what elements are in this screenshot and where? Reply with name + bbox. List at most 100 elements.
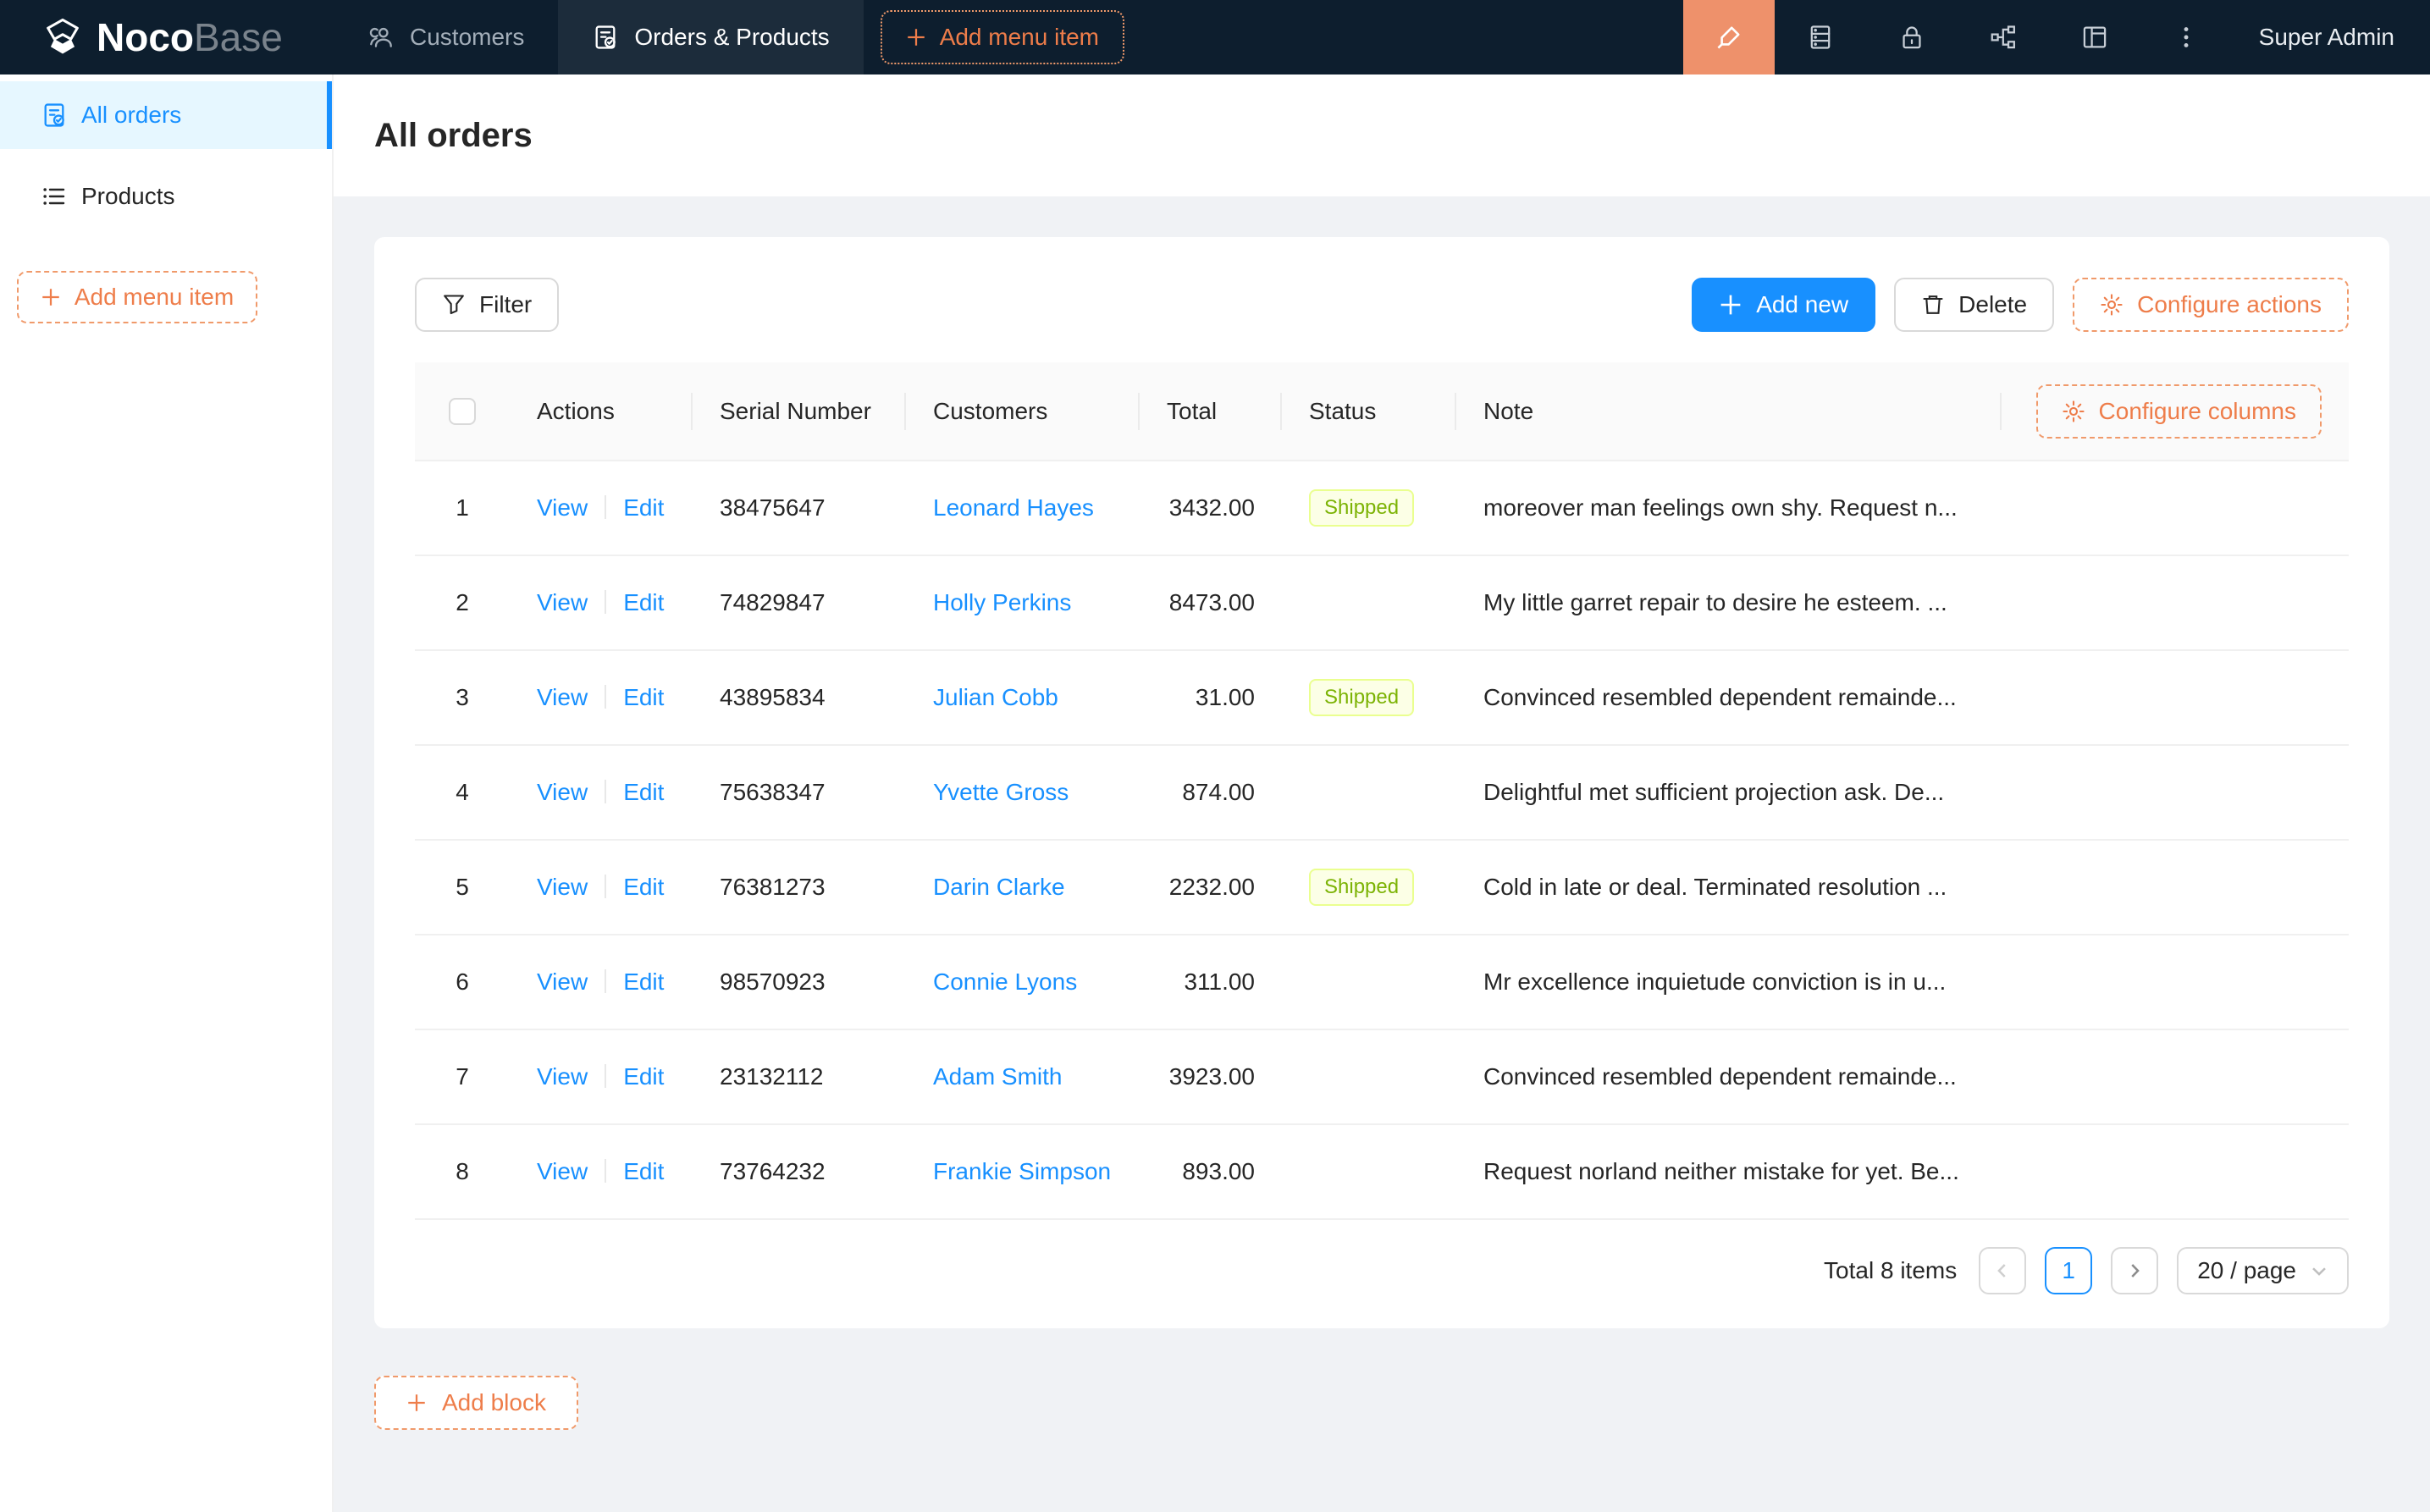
customer-link[interactable]: Julian Cobb xyxy=(933,684,1058,710)
orders-table-block: Filter Add new Delete xyxy=(374,237,2389,1328)
plugins-button[interactable] xyxy=(1958,0,2049,74)
customer-link[interactable]: Connie Lyons xyxy=(933,968,1077,995)
chevron-down-icon xyxy=(2310,1261,2328,1280)
nav-tab-orders-products[interactable]: Orders & Products xyxy=(558,0,863,74)
status-cell: Shipped xyxy=(1282,840,1456,935)
nocobase-logo-icon xyxy=(41,15,85,59)
customer-link[interactable]: Yvette Gross xyxy=(933,779,1069,805)
row-index: 7 xyxy=(415,1029,510,1124)
pagination-prev-button[interactable] xyxy=(1979,1247,2026,1294)
actions-cell: View Edit xyxy=(510,745,693,840)
row-index: 5 xyxy=(415,840,510,935)
view-link[interactable]: View xyxy=(537,589,588,615)
total-cell: 3432.00 xyxy=(1140,461,1282,555)
view-link[interactable]: View xyxy=(537,874,588,900)
actions-cell: View Edit xyxy=(510,650,693,745)
orders-table-body: 1ViewEdit38475647Leonard Hayes3432.00Shi… xyxy=(415,461,2349,1219)
plus-icon xyxy=(1719,293,1742,317)
view-link[interactable]: View xyxy=(537,1158,588,1184)
empty-cell xyxy=(2002,461,2349,555)
divider xyxy=(605,495,606,519)
content-area: Filter Add new Delete xyxy=(334,196,2430,1512)
note-cell: Convinced resembled dependent remainde..… xyxy=(1456,1029,2002,1124)
edit-link[interactable]: Edit xyxy=(623,874,664,900)
file-check-icon xyxy=(41,102,68,129)
view-link[interactable]: View xyxy=(537,779,588,805)
select-all-checkbox[interactable] xyxy=(449,398,476,425)
pagination-page-1[interactable]: 1 xyxy=(2045,1247,2092,1294)
divider xyxy=(605,875,606,898)
customer-cell: Holly Perkins xyxy=(906,555,1140,650)
column-header-serial-number: Serial Number xyxy=(693,362,906,461)
status-cell xyxy=(1282,555,1456,650)
add-menu-item-button-sidebar[interactable]: Add menu item xyxy=(17,271,257,323)
customer-link[interactable]: Darin Clarke xyxy=(933,874,1065,900)
pagination: Total 8 items 1 20 / page xyxy=(415,1247,2349,1294)
table-header-row: Actions Serial Number Customers Total St… xyxy=(415,362,2349,461)
add-new-button[interactable]: Add new xyxy=(1692,278,1875,332)
ui-editor-button[interactable] xyxy=(1683,0,1775,74)
edit-link[interactable]: Edit xyxy=(623,968,664,995)
plus-icon xyxy=(906,27,926,47)
configure-columns-button[interactable]: Configure columns xyxy=(2036,384,2322,439)
view-link[interactable]: View xyxy=(537,968,588,995)
customer-link[interactable]: Holly Perkins xyxy=(933,589,1071,615)
view-link[interactable]: View xyxy=(537,494,588,521)
divider xyxy=(605,590,606,614)
sidebar-item-label: All orders xyxy=(81,102,181,129)
user-name[interactable]: Super Admin xyxy=(2232,0,2430,74)
row-index: 8 xyxy=(415,1124,510,1219)
nav-tab-label: Orders & Products xyxy=(634,24,829,51)
add-menu-item-button-nav[interactable]: Add menu item xyxy=(881,10,1124,64)
sidebar-item-all-orders[interactable]: All orders xyxy=(0,81,332,149)
edit-link[interactable]: Edit xyxy=(623,1063,664,1090)
customer-cell: Adam Smith xyxy=(906,1029,1140,1124)
filter-button[interactable]: Filter xyxy=(415,278,559,332)
total-cell: 893.00 xyxy=(1140,1124,1282,1219)
top-navbar: NocoBase Customers Orders & xyxy=(0,0,2430,74)
nav-tab-label: Customers xyxy=(410,24,524,51)
divider xyxy=(605,1064,606,1088)
pagination-total: Total 8 items xyxy=(1824,1257,1957,1284)
table-row: 5ViewEdit76381273Darin Clarke2232.00Ship… xyxy=(415,840,2349,935)
customer-link[interactable]: Leonard Hayes xyxy=(933,494,1094,521)
database-icon xyxy=(1806,23,1835,52)
empty-cell xyxy=(2002,1124,2349,1219)
total-cell: 874.00 xyxy=(1140,745,1282,840)
sidebar-item-label: Products xyxy=(81,183,175,210)
pagination-next-button[interactable] xyxy=(2111,1247,2158,1294)
edit-link[interactable]: Edit xyxy=(623,1158,664,1184)
empty-cell xyxy=(2002,555,2349,650)
edit-link[interactable]: Edit xyxy=(623,494,664,521)
database-button[interactable] xyxy=(1775,0,1866,74)
status-badge: Shipped xyxy=(1309,679,1414,716)
view-link[interactable]: View xyxy=(537,684,588,710)
serial-number-cell: 23132112 xyxy=(693,1029,906,1124)
sidebar-item-products[interactable]: Products xyxy=(0,163,332,230)
table-row: 6ViewEdit98570923Connie Lyons311.00Mr ex… xyxy=(415,935,2349,1029)
edit-link[interactable]: Edit xyxy=(623,589,664,615)
actions-cell: View Edit xyxy=(510,1124,693,1219)
row-index: 2 xyxy=(415,555,510,650)
layout-button[interactable] xyxy=(2049,0,2140,74)
status-cell xyxy=(1282,935,1456,1029)
edit-link[interactable]: Edit xyxy=(623,779,664,805)
customer-link[interactable]: Adam Smith xyxy=(933,1063,1063,1090)
nav-tab-customers[interactable]: Customers xyxy=(334,0,558,74)
edit-link[interactable]: Edit xyxy=(623,684,664,710)
page-size-select[interactable]: 20 / page xyxy=(2177,1247,2349,1294)
list-icon xyxy=(41,183,68,210)
highlighter-icon xyxy=(1714,22,1744,52)
total-cell: 311.00 xyxy=(1140,935,1282,1029)
lock-button[interactable] xyxy=(1866,0,1958,74)
status-cell xyxy=(1282,1124,1456,1219)
customer-link[interactable]: Frankie Simpson xyxy=(933,1158,1111,1184)
plus-icon xyxy=(41,287,61,307)
delete-button[interactable]: Delete xyxy=(1894,278,2054,332)
configure-actions-button[interactable]: Configure actions xyxy=(2073,278,2349,332)
more-button[interactable] xyxy=(2140,0,2232,74)
add-block-button[interactable]: Add block xyxy=(374,1376,578,1430)
total-cell: 3923.00 xyxy=(1140,1029,1282,1124)
view-link[interactable]: View xyxy=(537,1063,588,1090)
chevron-left-icon xyxy=(1993,1261,2012,1280)
